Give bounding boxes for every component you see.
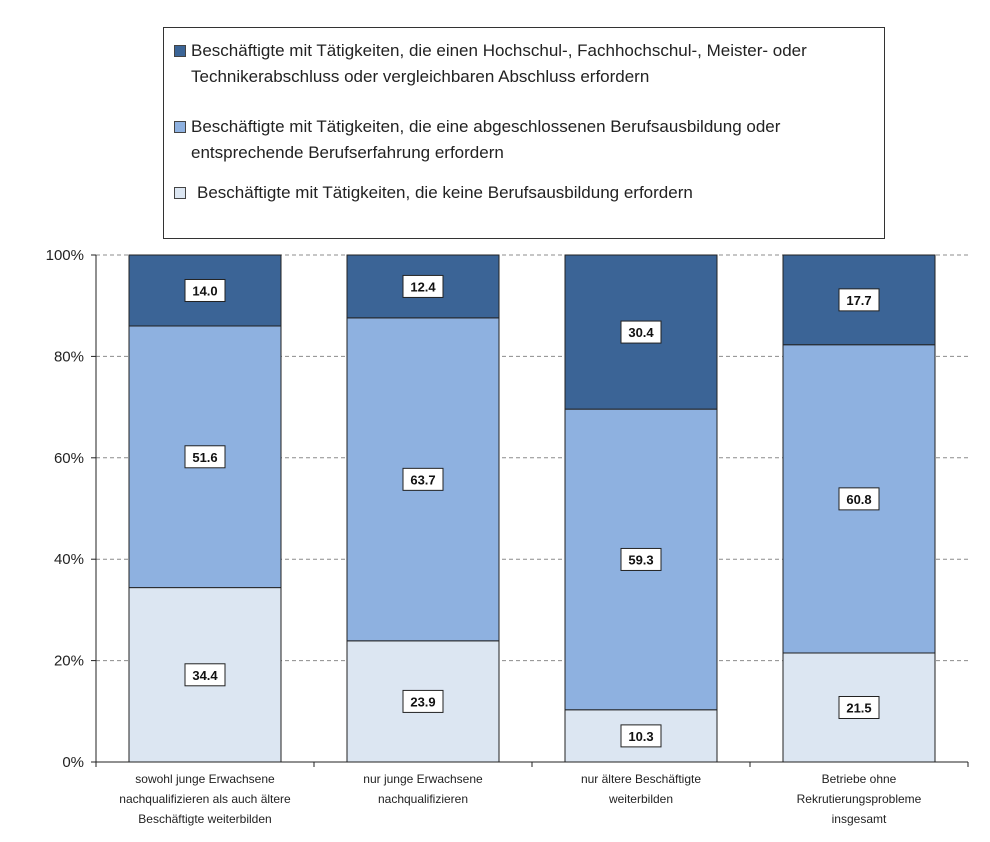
category-label: sowohl junge Erwachsene nachqualifizieren… (119, 772, 291, 826)
data-label: 59.3 (628, 552, 653, 567)
legend-swatch-dark (174, 45, 186, 57)
category-label: Betriebe ohne Rekrutierungsprobleme insges… (797, 772, 922, 826)
data-label-box (838, 288, 880, 312)
data-label-box (838, 487, 880, 511)
data-label: 14.0 (192, 283, 217, 298)
data-label-box (620, 724, 662, 748)
legend-swatch-mid (174, 121, 186, 133)
legend-swatch-light (174, 187, 186, 199)
data-label: 17.7 (846, 293, 871, 308)
data-label-box (620, 547, 662, 571)
data-label-box (402, 274, 444, 298)
y-tick-label: 60% (54, 450, 84, 467)
category-label: nur ältere Beschäftigte weiterbilden (581, 772, 701, 806)
data-label-box (402, 467, 444, 491)
y-tick-label: 20% (54, 653, 84, 670)
grid-lines (96, 254, 968, 662)
data-label: 51.6 (192, 450, 217, 465)
data-label: 10.3 (628, 729, 653, 744)
y-tick-label: 80% (54, 348, 84, 365)
data-label-box (402, 689, 444, 713)
data-label: 12.4 (410, 279, 436, 294)
data-label: 34.4 (192, 668, 218, 683)
data-label: 63.7 (410, 472, 435, 487)
y-tick-label: 40% (54, 551, 84, 568)
y-tick-label: 0% (62, 754, 84, 771)
data-label: 30.4 (628, 325, 654, 340)
data-label: 23.9 (410, 694, 435, 709)
legend-label: Beschäftigte mit Tätigkeiten, die keine … (197, 183, 693, 202)
data-label: 60.8 (846, 492, 871, 507)
data-label: 21.5 (846, 700, 871, 715)
bars (128, 254, 936, 763)
y-tick-label: 100% (46, 247, 84, 264)
data-label-box (620, 320, 662, 344)
category-labels: sowohl junge Erwachsene nachqualifizieren… (119, 772, 921, 826)
category-label: nur junge Erwachsene nachqualifizieren (363, 772, 483, 806)
data-label-box (184, 278, 226, 302)
data-labels: 34.4 51.6 14.0 23.9 63.7 12.4 10.3 59.3 30.4 21.5… (184, 274, 880, 748)
legend-label: Beschäftigte mit Tätigkeiten, die einen … (191, 41, 807, 86)
legend-label: Beschäftigte mit Tätigkeiten, die eine a… (191, 117, 781, 162)
data-label-box (838, 695, 880, 719)
chart-legend: Beschäftigte mit Tätigkeiten, die einen … (163, 27, 885, 239)
data-label-box (184, 445, 226, 469)
data-label-box (184, 663, 226, 687)
